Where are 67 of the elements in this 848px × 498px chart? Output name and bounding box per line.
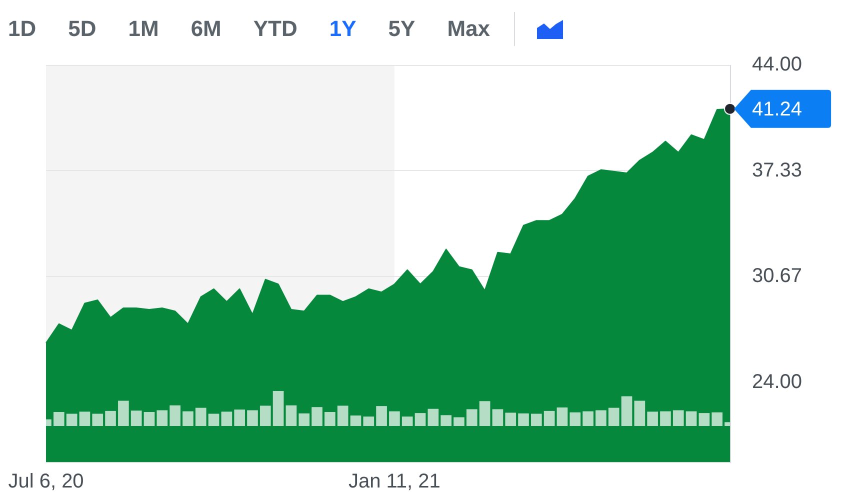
bar [596,410,606,426]
text: 1D [8,16,36,42]
text: YTD [253,16,298,42]
bar [53,412,64,426]
bar [672,410,684,426]
y-tick-label: 44.00 [752,54,802,76]
bar [92,414,104,426]
bar [582,411,594,426]
bar [454,417,464,426]
bar [698,413,710,426]
bar [298,413,310,426]
bar [479,401,490,426]
bar [66,414,78,426]
bar [312,407,322,426]
bar [195,408,206,426]
bar [105,410,116,426]
bar [621,396,632,426]
bar [156,410,168,426]
bar [634,400,646,426]
bar [544,410,555,426]
bar [286,405,297,426]
y-tick-label: 37.33 [752,159,802,182]
bar [608,408,620,426]
bar [466,409,478,426]
bar [556,407,568,426]
bar [376,406,387,426]
bar [79,412,90,426]
bar [260,406,271,426]
bar [221,412,232,426]
bar [130,410,142,426]
bar [234,410,246,426]
bar [363,416,374,426]
bar [144,412,155,426]
bar [686,411,697,426]
bar [389,411,400,426]
bar [712,412,723,426]
text: Max [447,16,490,42]
bar [402,416,413,426]
text: 5Y [388,16,416,42]
bar [208,414,220,426]
text: 6M [190,16,222,42]
data-label: 41.24 [752,98,802,120]
bar [440,415,452,426]
bar [647,412,658,426]
x-tick-label: Jul 6, 20 [8,470,84,493]
text: 5D [68,16,96,42]
bar [324,412,336,426]
bar [118,400,129,426]
x-tick-label: Jan 11, 21 [348,470,440,493]
text: 1M [128,16,159,42]
bar [518,413,529,426]
y-tick-label: 24.00 [752,371,802,394]
bar [492,409,504,426]
bar [505,412,516,426]
bar [247,410,258,426]
bar [530,414,542,426]
bar [428,408,439,426]
bar [272,391,284,426]
bar [660,411,671,426]
bar [337,406,348,426]
bar [170,405,180,426]
bar [182,411,194,426]
bar [570,412,581,426]
y-tick-label: 30.67 [752,265,802,288]
text: 1Y [329,16,356,42]
bar [350,416,362,426]
bar [414,413,426,426]
